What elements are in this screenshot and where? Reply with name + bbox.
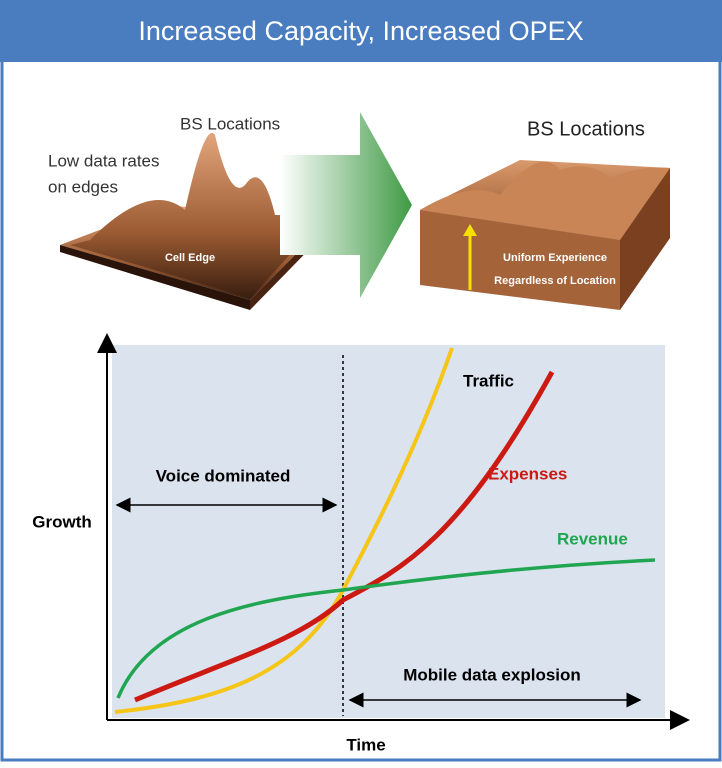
transition-arrow xyxy=(280,112,412,298)
phase-label: Voice dominated xyxy=(156,466,291,485)
edge-label: Low data rates xyxy=(48,151,160,170)
surface-label: Uniform Experience xyxy=(503,252,607,264)
title-bar xyxy=(0,0,722,62)
expenses-curve xyxy=(134,370,555,703)
curve-label: Expenses xyxy=(488,464,567,483)
curve-label: Revenue xyxy=(557,529,628,548)
phase-label: Mobile data explosion xyxy=(403,665,581,684)
left-label: BS Locations xyxy=(180,114,280,133)
title: Increased Capacity, Increased OPEX xyxy=(138,16,583,46)
curve-label: Traffic xyxy=(463,371,514,390)
surface-label: Regardless of Location xyxy=(494,275,616,287)
right-label: BS Locations xyxy=(527,118,645,140)
x-axis-label: Time xyxy=(346,735,385,754)
uniform-arrow-head xyxy=(463,224,477,236)
surface-label: Cell Edge xyxy=(165,252,215,264)
edge-label: on edges xyxy=(48,177,118,196)
y-axis-label: Growth xyxy=(32,512,92,531)
revenue-curve xyxy=(116,558,656,699)
plot-area xyxy=(112,345,665,718)
